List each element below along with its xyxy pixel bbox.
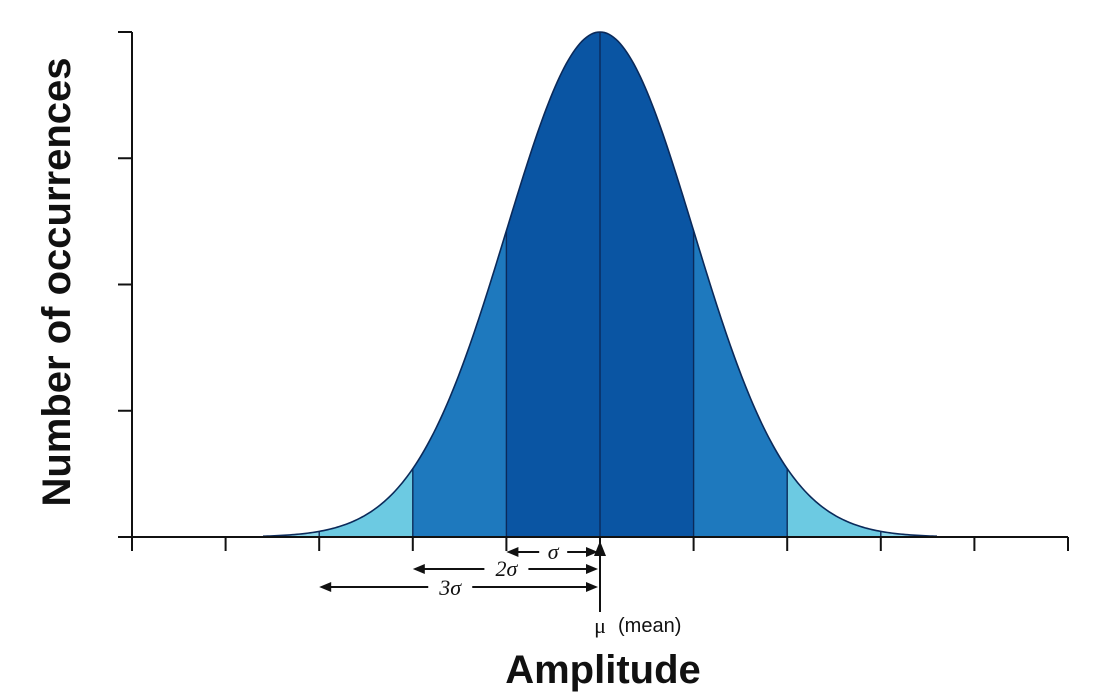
two-sigma-arrow-head-right	[586, 564, 598, 574]
sigma-arrows	[319, 541, 606, 612]
x-axis-title: Amplitude	[505, 648, 701, 692]
mu-label: μ	[594, 613, 606, 638]
mean-arrow-head	[594, 541, 606, 556]
two-sigma-arrow-head-left	[412, 564, 425, 574]
right-tail-area	[880, 531, 937, 537]
y-axis-ticks	[118, 31, 132, 538]
one-sigma-arrow-head-right	[586, 547, 598, 557]
sigma-divider-lines	[318, 32, 882, 537]
three-sigma-arrow-head-right	[586, 582, 598, 592]
left-tail-area	[263, 531, 320, 537]
sigma-band-4	[787, 468, 881, 537]
sigma-label: σ	[548, 539, 560, 564]
sigma-band-3	[319, 468, 413, 537]
three-sigma-arrow-head-left	[319, 582, 332, 592]
mean-label: (mean)	[618, 615, 681, 637]
three-sigma-label: 3σ	[438, 575, 462, 600]
y-axis-title: Number of occurrences	[35, 57, 79, 506]
two-sigma-label: 2σ	[495, 556, 518, 581]
one-sigma-arrow-head-left	[506, 547, 519, 557]
